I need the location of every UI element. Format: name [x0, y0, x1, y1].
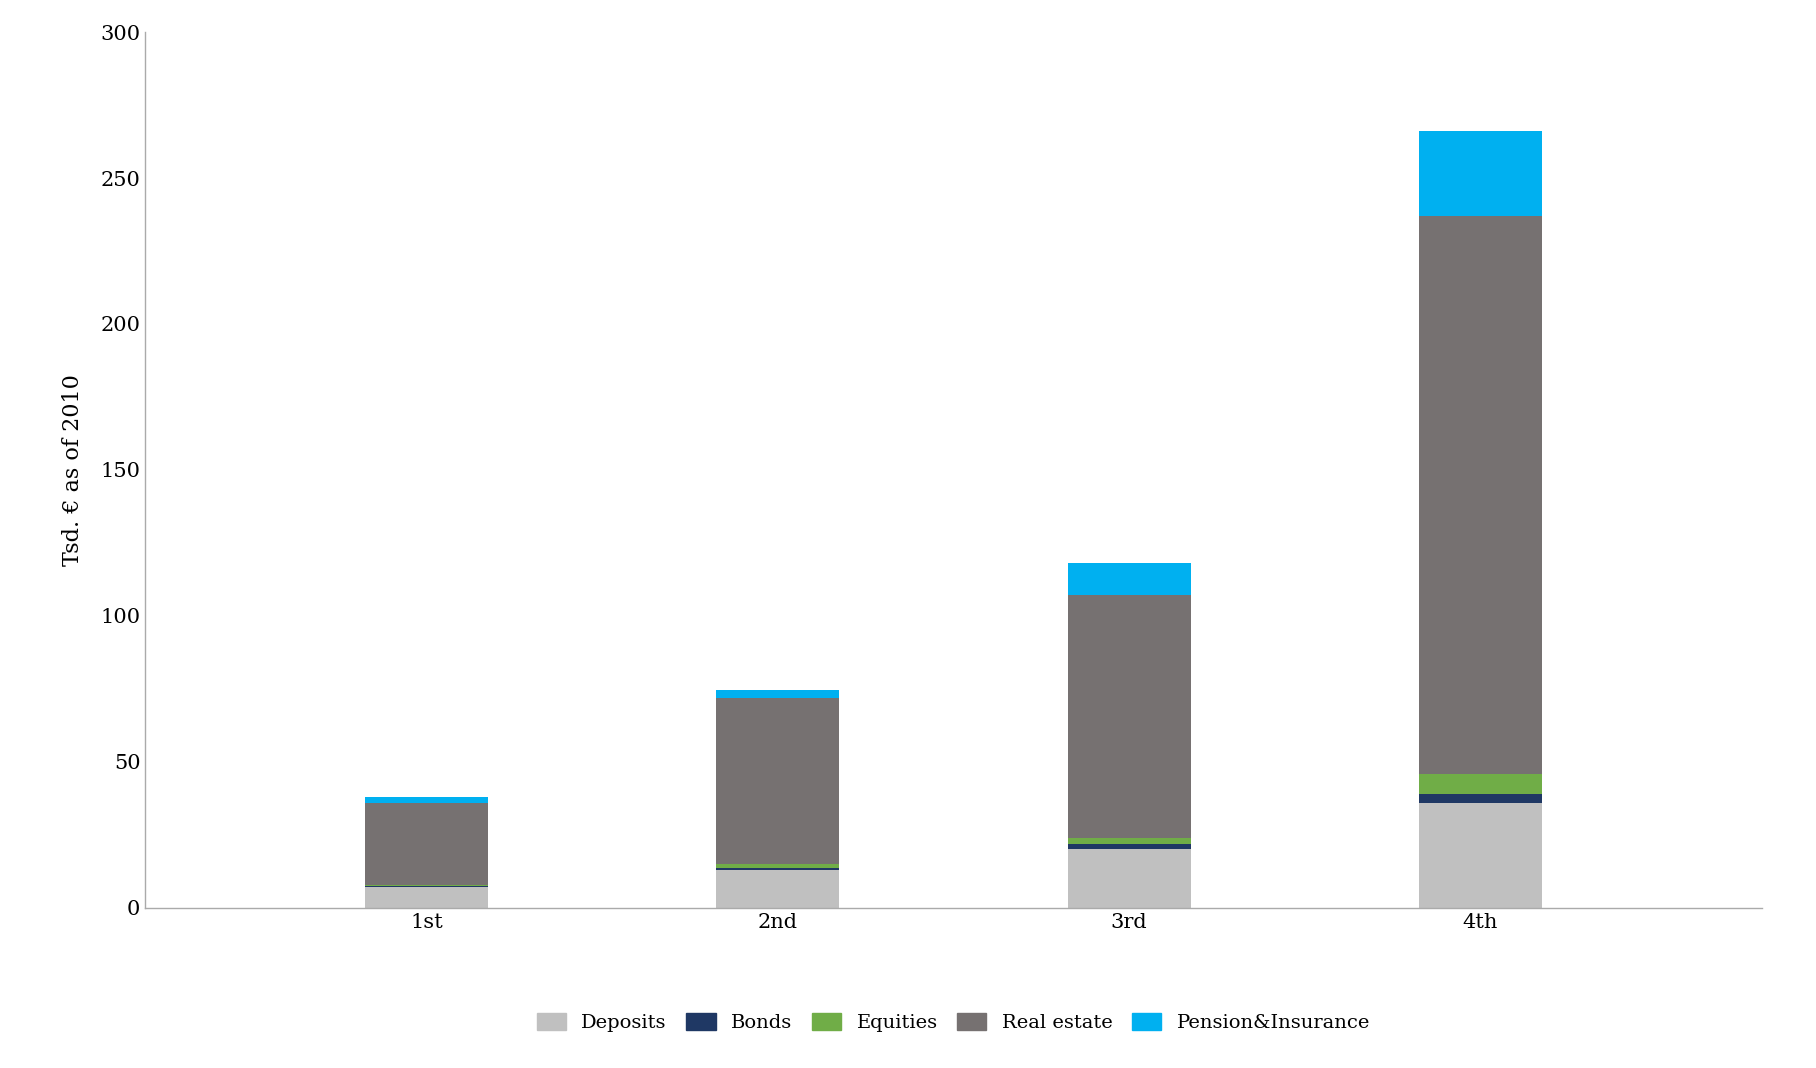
Bar [716, 869, 839, 908]
Bar [1068, 844, 1191, 849]
Legend: Deposits, Bonds, Equities, Real estate, Pension&Insurance: Deposits, Bonds, Equities, Real estate, … [528, 1005, 1378, 1040]
Bar [1068, 596, 1191, 837]
Bar [716, 868, 839, 869]
Bar [716, 690, 839, 697]
Bar [1418, 773, 1542, 794]
Bar [1418, 794, 1542, 803]
Bar [716, 697, 839, 864]
Bar [1068, 563, 1191, 596]
Bar [1418, 131, 1542, 216]
Y-axis label: Tsd. € as of 2010: Tsd. € as of 2010 [62, 374, 84, 566]
Bar [365, 798, 489, 803]
Bar [716, 864, 839, 868]
Bar [365, 803, 489, 885]
Bar [365, 888, 489, 908]
Bar [1068, 849, 1191, 908]
Bar [1068, 837, 1191, 844]
Bar [1418, 216, 1542, 773]
Bar [365, 886, 489, 888]
Bar [1418, 803, 1542, 908]
